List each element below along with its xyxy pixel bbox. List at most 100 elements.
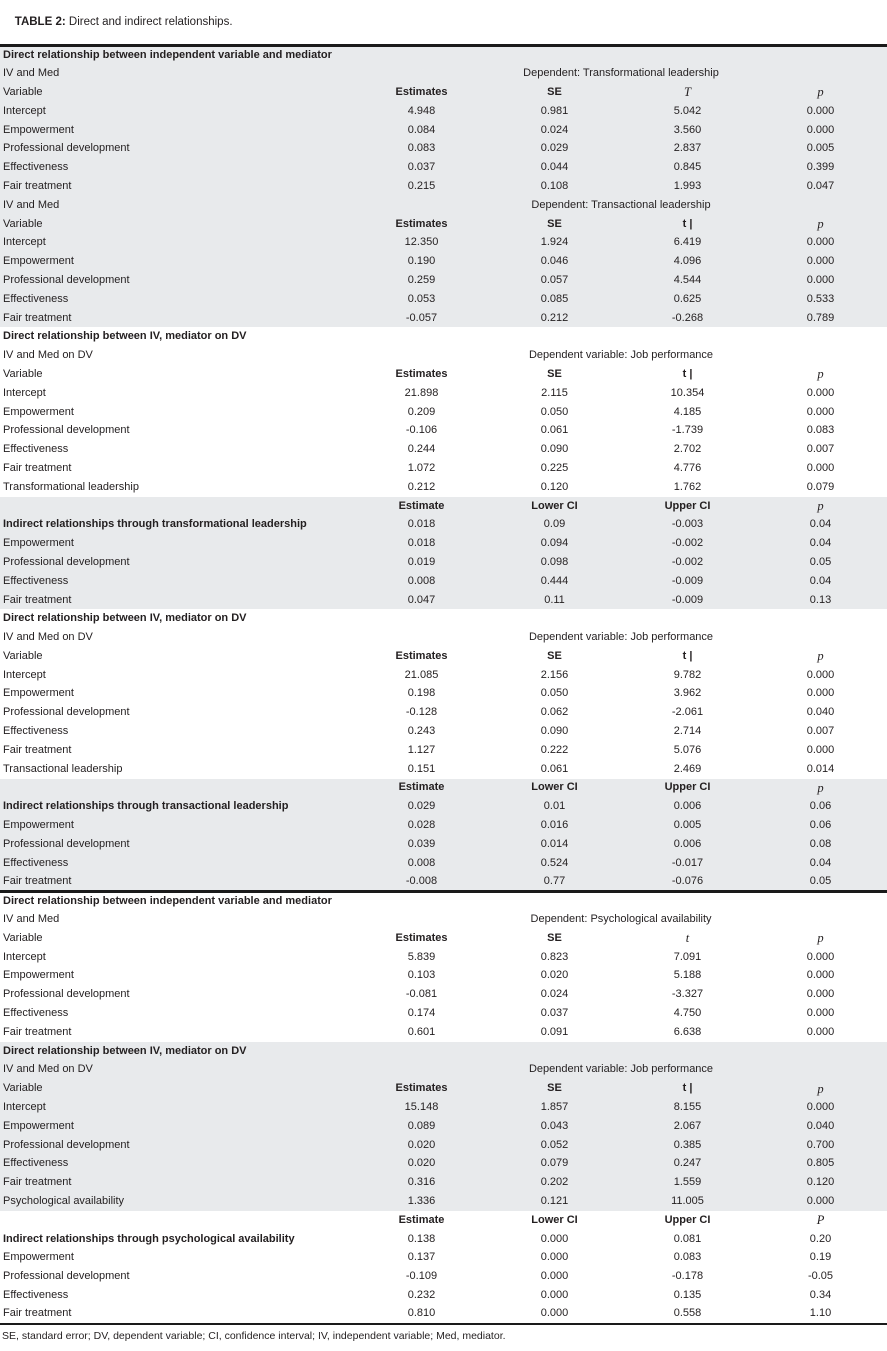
value-cell: 0.103 bbox=[407, 969, 436, 982]
column-header: SE bbox=[547, 649, 562, 662]
value-cell: 0.005 bbox=[754, 139, 887, 159]
value-cell: 0.120 bbox=[754, 1173, 887, 1193]
data-row: Intercept 5.839 0.823 7.091 0.000 bbox=[0, 948, 887, 967]
value-cell: 3.560 bbox=[621, 120, 754, 140]
data-row: Professional development 0.259 0.057 4.544 0… bbox=[0, 271, 887, 290]
group-label: IV and Med bbox=[0, 64, 355, 84]
column-header: SE bbox=[488, 1079, 621, 1099]
value-cell: 2.702 bbox=[673, 443, 702, 456]
row-label: Intercept bbox=[3, 950, 46, 963]
value-cell: 0.34 bbox=[809, 1288, 832, 1301]
data-row: Intercept 12.350 1.924 6.419 0.000 bbox=[0, 233, 887, 253]
row-label: Empowerment bbox=[3, 405, 74, 418]
data-row: Fair treatment 0.215 0.108 1.993 0.047 bbox=[0, 177, 887, 196]
data-row: Transformational leadership 0.212 0.120 1.7… bbox=[0, 478, 887, 497]
row-label: Effectiveness bbox=[0, 571, 355, 591]
value-cell: 2.115 bbox=[541, 386, 568, 399]
value-cell: 0.089 bbox=[355, 1116, 488, 1136]
data-row: Intercept 21.898 2.115 10.354 0.000 bbox=[0, 384, 887, 403]
column-header-row: Estimate Lower CI Upper CI p bbox=[0, 496, 887, 516]
value-cell: 0.000 bbox=[540, 1288, 569, 1301]
column-header bbox=[0, 496, 355, 516]
section-heading: Direct relationship between IV, mediator… bbox=[3, 612, 247, 625]
value-cell: 0.700 bbox=[754, 1135, 887, 1155]
value-cell: 1.762 bbox=[673, 480, 702, 493]
table-section-6: Direct relationship between independent … bbox=[0, 889, 887, 1041]
table-section-1: Direct relationship between independent … bbox=[0, 45, 887, 328]
row-label: Indirect relationships through psycholog… bbox=[3, 1232, 295, 1245]
value-cell: 0.000 bbox=[540, 1307, 569, 1320]
column-header: Variable bbox=[0, 1079, 355, 1099]
value-cell: -0.081 bbox=[405, 988, 438, 1001]
value-cell: 0.108 bbox=[488, 177, 621, 196]
value-cell: 0.174 bbox=[407, 1007, 436, 1020]
value-cell: 0.084 bbox=[355, 120, 488, 140]
data-row: Empowerment 0.018 0.094 -0.002 0.04 bbox=[0, 534, 887, 554]
value-cell: -0.178 bbox=[671, 1270, 704, 1283]
value-cell: -0.057 bbox=[355, 308, 488, 328]
group-row: IV and Med on DV Dependent variable: Job … bbox=[0, 1060, 887, 1080]
column-header: Estimates bbox=[395, 931, 448, 944]
value-cell: 0.981 bbox=[488, 101, 621, 121]
value-cell: 0.259 bbox=[355, 271, 488, 290]
value-cell: 0.138 bbox=[407, 1232, 436, 1245]
group-row: IV and Med Dependent: Transactional leade… bbox=[0, 195, 887, 215]
value-cell: 4.185 bbox=[673, 405, 702, 418]
value-cell: 6.419 bbox=[621, 233, 754, 253]
value-cell: -1.739 bbox=[671, 424, 704, 437]
value-cell: 0.006 bbox=[621, 834, 754, 854]
value-cell: 0.05 bbox=[754, 872, 887, 892]
row-label: Fair treatment bbox=[0, 872, 355, 892]
row-label: Effectiveness bbox=[0, 289, 355, 309]
data-row: Professional development 0.039 0.014 0.006 0… bbox=[0, 834, 887, 854]
data-row: Fair treatment 1.127 0.222 5.076 0.000 bbox=[0, 741, 887, 760]
value-cell: 0.000 bbox=[754, 101, 887, 121]
row-label: Professional development bbox=[0, 139, 355, 159]
value-cell: 0.316 bbox=[355, 1173, 488, 1193]
value-cell: 0.244 bbox=[407, 443, 436, 456]
row-label: Fair treatment bbox=[3, 1307, 72, 1320]
value-cell: 0.028 bbox=[355, 816, 488, 835]
value-cell: 0.091 bbox=[540, 1025, 569, 1038]
value-cell: 0.037 bbox=[355, 158, 488, 178]
data-row: Effectiveness 0.053 0.085 0.625 0.533 bbox=[0, 289, 887, 309]
value-cell: 2.837 bbox=[621, 139, 754, 159]
value-cell: 0.050 bbox=[540, 405, 569, 418]
value-cell: -0.109 bbox=[405, 1270, 438, 1283]
value-cell: 0.533 bbox=[754, 289, 887, 309]
data-row: Empowerment 0.137 0.000 0.083 0.19 bbox=[0, 1249, 887, 1268]
row-label: Professional development bbox=[3, 988, 130, 1001]
table-title: TABLE 2: Direct and indirect relationshi… bbox=[0, 0, 887, 44]
value-cell: 12.350 bbox=[355, 233, 488, 253]
value-cell: 0.11 bbox=[488, 590, 621, 610]
data-row: Effectiveness 0.008 0.524 -0.017 0.04 bbox=[0, 853, 887, 873]
value-cell: 4.776 bbox=[673, 461, 702, 474]
value-cell: 0.000 bbox=[806, 988, 835, 1001]
value-cell: 0.020 bbox=[540, 969, 569, 982]
column-header: p bbox=[817, 931, 824, 946]
value-cell: 0.024 bbox=[488, 120, 621, 140]
value-cell: 0.053 bbox=[355, 289, 488, 309]
value-cell: 0.000 bbox=[806, 743, 835, 756]
value-cell: 0.007 bbox=[806, 443, 835, 456]
section-heading-row: Direct relationship between independent … bbox=[0, 889, 887, 911]
value-cell: 0.000 bbox=[540, 1232, 569, 1245]
value-cell: 0.061 bbox=[540, 762, 569, 775]
data-row: Professional development -0.128 0.062 -2.06… bbox=[0, 703, 887, 722]
value-cell: 0.06 bbox=[754, 797, 887, 817]
value-cell: 0.000 bbox=[806, 461, 835, 474]
value-cell: 2.156 bbox=[540, 668, 569, 681]
value-cell: 0.094 bbox=[488, 534, 621, 554]
value-cell: 1.993 bbox=[621, 177, 754, 196]
row-label: Effectiveness bbox=[3, 443, 69, 456]
data-row: Transactional leadership 0.151 0.061 2.469 0… bbox=[0, 760, 887, 779]
group-label: IV and Med on DV bbox=[3, 631, 93, 644]
row-label: Intercept bbox=[3, 386, 46, 399]
data-row: Effectiveness 0.037 0.044 0.845 0.399 bbox=[0, 158, 887, 178]
group-row: IV and Med on DV Dependent variable: Job … bbox=[0, 628, 887, 647]
value-cell: 0.006 bbox=[621, 797, 754, 817]
value-cell: 0.029 bbox=[355, 797, 488, 817]
value-cell: 0.000 bbox=[754, 233, 887, 253]
data-row: Effectiveness 0.244 0.090 2.702 0.007 bbox=[0, 440, 887, 459]
data-row: Professional development 0.083 0.029 2.837 0… bbox=[0, 139, 887, 159]
